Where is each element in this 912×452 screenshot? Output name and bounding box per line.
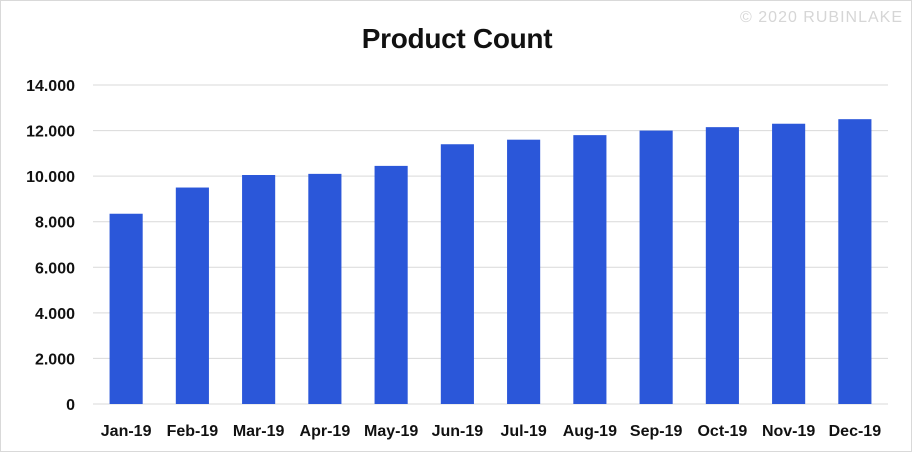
x-tick-label: Jul-19 <box>501 423 547 440</box>
x-tick-label: May-19 <box>364 423 418 440</box>
y-tick-label: 0 <box>66 397 75 414</box>
bar-feb-19 <box>175 187 209 404</box>
bar-mar-19 <box>242 175 276 404</box>
x-tick-label: Feb-19 <box>167 423 219 440</box>
bar-jul-19 <box>507 139 541 404</box>
x-tick-label: Jun-19 <box>432 423 484 440</box>
bar-nov-19 <box>772 123 806 404</box>
x-tick-label: Oct-19 <box>697 423 747 440</box>
x-axis-ticks: Jan-19 Feb-19 Mar-19 Apr-19 May-19 Jun-19 Jul-… <box>101 423 881 440</box>
bar-oct-19 <box>705 127 739 405</box>
bar-jun-19 <box>440 144 474 404</box>
x-tick-label: Dec-19 <box>829 423 882 440</box>
y-tick-label: 4.000 <box>35 306 75 323</box>
bar-aug-19 <box>573 135 607 404</box>
y-tick-label: 8.000 <box>35 215 75 232</box>
y-tick-label: 10.000 <box>26 169 75 186</box>
bar-sep-19 <box>639 130 673 405</box>
bar-jan-19 <box>109 213 143 404</box>
chart-title: Product Count <box>361 23 553 54</box>
gridlines <box>93 84 888 405</box>
y-tick-label: 14.000 <box>26 78 75 95</box>
bars <box>109 119 872 405</box>
bar-dec-19 <box>838 119 872 404</box>
x-tick-label: Nov-19 <box>762 423 815 440</box>
x-tick-label: Sep-19 <box>630 423 683 440</box>
x-tick-label: Mar-19 <box>233 423 285 440</box>
watermark-text: © 2020 RUBINLAKE <box>740 9 903 26</box>
x-tick-label: Jan-19 <box>101 423 152 440</box>
bar-apr-19 <box>308 173 342 404</box>
x-tick-label: Apr-19 <box>300 423 351 440</box>
y-tick-label: 2.000 <box>35 351 75 368</box>
x-tick-label: Aug-19 <box>563 423 617 440</box>
y-tick-label: 6.000 <box>35 260 75 277</box>
y-tick-label: 12.000 <box>26 124 75 141</box>
bar-may-19 <box>374 165 408 404</box>
y-axis-ticks: 0 2.000 4.000 6.000 8.000 10.000 12.000 14.000 <box>26 78 75 414</box>
